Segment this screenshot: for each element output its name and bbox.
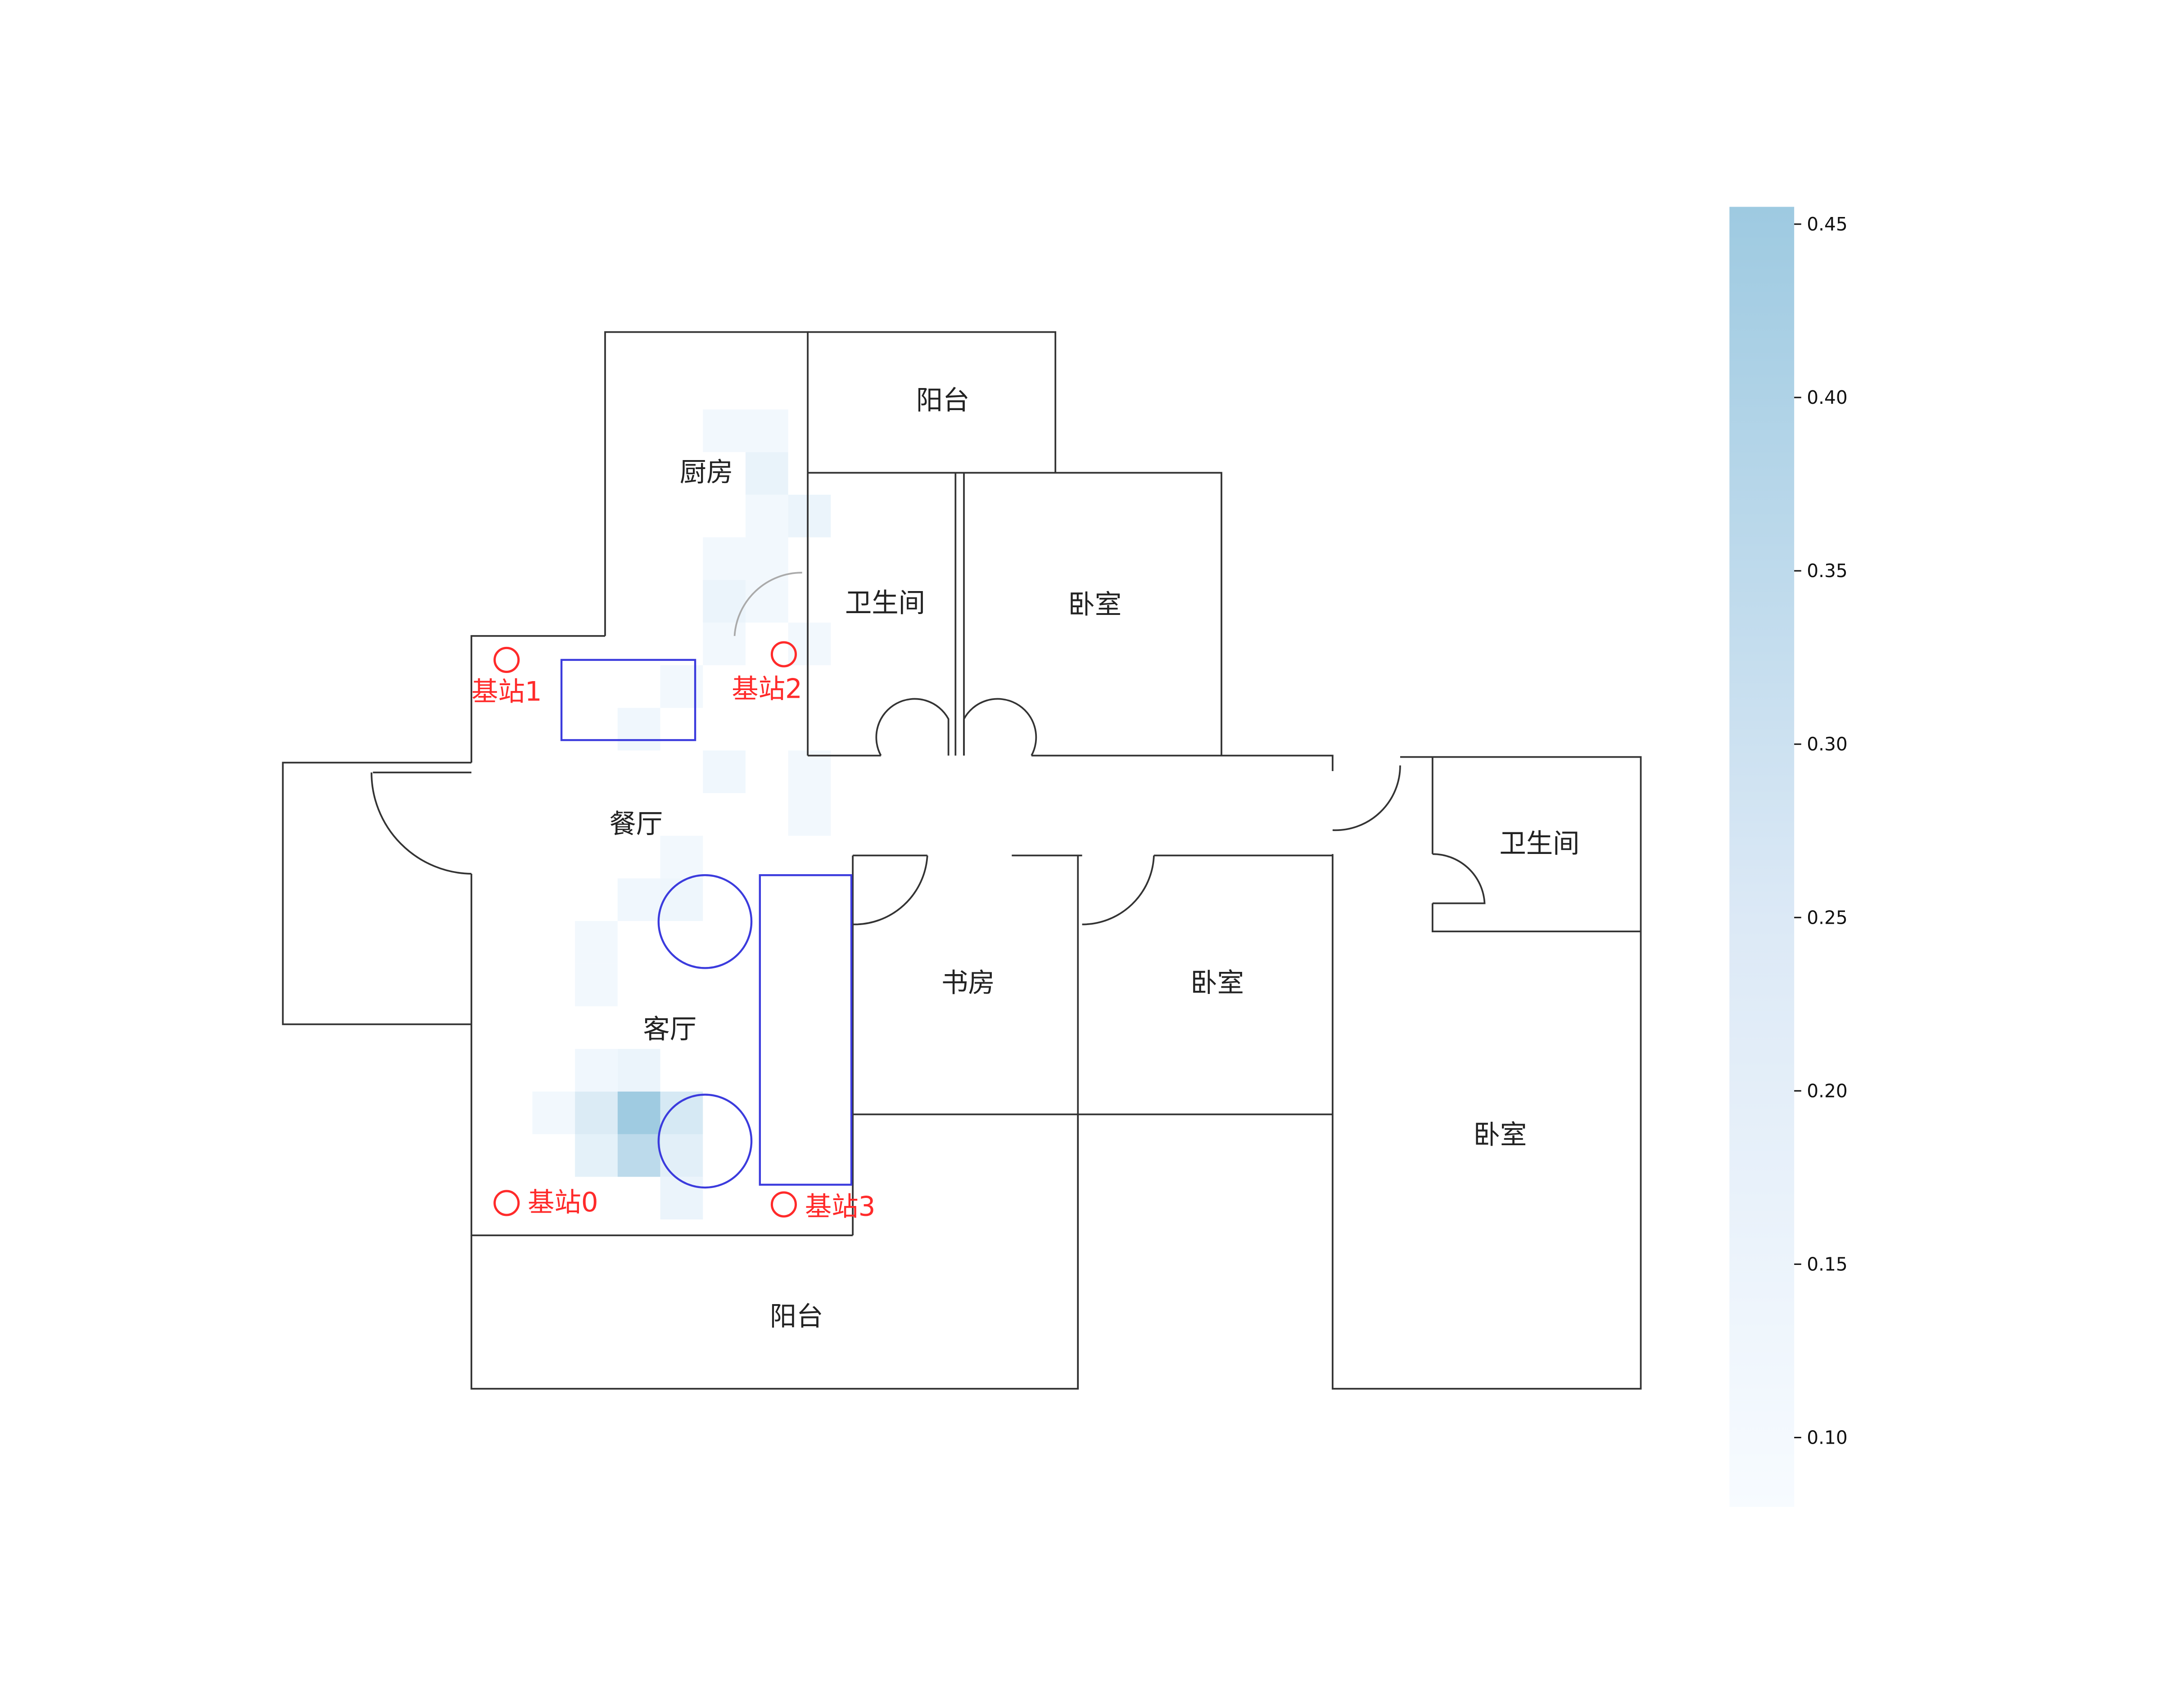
room-label-study: 书房 — [941, 968, 995, 999]
wall-bottom-balcony — [470, 1113, 1079, 1390]
heatmap-cell — [660, 1177, 703, 1219]
base-station-1: 基站1 — [471, 646, 542, 708]
heatmap-cell — [745, 494, 788, 537]
colorbar-tick-label: 0.25 — [1807, 907, 1847, 928]
base-station-1-label: 基站1 — [471, 677, 542, 708]
heatmap-cell — [617, 1091, 660, 1134]
room-label-living: 客厅 — [643, 1014, 696, 1045]
wall-entry-room — [282, 762, 472, 1025]
heatmap-cell — [617, 1049, 660, 1092]
heatmap-cell — [788, 750, 831, 793]
heatmap-cell — [532, 1091, 575, 1134]
base-station-3: 基站3 — [770, 1191, 876, 1223]
heatmap-cell — [617, 878, 660, 921]
room-label-bedroom-mid: 卧室 — [1190, 968, 1244, 999]
heatmap-cell — [745, 409, 788, 452]
room-label-dining: 餐厅 — [609, 808, 663, 840]
stool-upper — [657, 874, 753, 969]
heatmap-cell — [660, 835, 703, 879]
door-bedroom-top — [963, 698, 1037, 756]
heatmap-cell — [788, 494, 831, 537]
heatmap-cell — [745, 452, 788, 495]
room-label-balcony-bottom: 阳台 — [770, 1301, 823, 1332]
room-labels: 厨房 阳台 卫生间 卧室 餐厅 客厅 书房 卧室 卫生间 卧室 阳台 — [609, 385, 1579, 1332]
heatmap-cell — [617, 708, 660, 751]
colorbar-tick-label: 0.30 — [1807, 733, 1847, 755]
dining-table — [560, 659, 696, 741]
base-station-1-marker — [493, 646, 520, 673]
walls — [282, 331, 1642, 1390]
heatmap-cell — [660, 1134, 703, 1177]
door-right-bedroom — [1332, 765, 1401, 831]
colorbar-tick-label: 0.35 — [1807, 560, 1847, 582]
colorbar: 0.45 0.40 0.35 0.30 0.25 0.20 0.15 0.10 — [1729, 207, 1848, 1507]
door-study — [853, 855, 928, 926]
base-station-2-label: 基站2 — [732, 673, 802, 704]
base-station-2: 基站2 — [732, 641, 802, 704]
furniture — [560, 659, 853, 1189]
heatmap-cell — [745, 580, 788, 623]
room-label-kitchen: 厨房 — [680, 457, 733, 488]
door-bedroom-mid — [1082, 855, 1155, 926]
base-station-0-label: 基站0 — [528, 1187, 598, 1218]
base-station-2-marker — [770, 641, 797, 668]
wall-bath-bedroom-top — [808, 472, 1222, 756]
door-right-bath — [1432, 853, 1486, 904]
heatmap-cell — [575, 1091, 618, 1134]
wall-balcony-top — [808, 331, 1057, 473]
wall-middle-rooms — [852, 854, 1333, 1389]
colorbar-tick-label: 0.45 — [1807, 213, 1847, 235]
wall-kitchen — [604, 331, 809, 756]
base-station-3-marker — [770, 1191, 797, 1218]
heatmap-cell — [660, 665, 703, 708]
base-station-3-label: 基站3 — [805, 1192, 876, 1223]
heatmap-cell — [617, 1134, 660, 1177]
heatmap-cell — [788, 793, 831, 836]
heatmap-cell — [575, 1134, 618, 1177]
heatmap-cell — [745, 537, 788, 580]
doors — [371, 572, 1486, 926]
door-bath-top — [875, 698, 950, 756]
door-kitchen — [733, 572, 802, 636]
heatmap-cell — [703, 409, 746, 452]
colorbar-tick-label: 0.20 — [1807, 1080, 1847, 1102]
wall-right-bath — [1431, 757, 1641, 933]
colorbar-tick-label: 0.15 — [1807, 1253, 1847, 1275]
heatmap-cell — [660, 878, 703, 921]
heatmap-cell — [703, 537, 746, 580]
base-stations: 基站0 基站1 基站2 基站3 — [471, 641, 876, 1223]
stool-lower — [657, 1093, 753, 1189]
door-entry — [371, 772, 472, 875]
heatmap-cell — [575, 1049, 618, 1092]
colorbar-gradient — [1729, 207, 1795, 1507]
wall-top-corridor — [808, 754, 1642, 1390]
colorbar-ticks: 0.45 0.40 0.35 0.30 0.25 0.20 0.15 0.10 — [1794, 213, 1848, 1448]
room-label-bathroom-top: 卫生间 — [845, 588, 925, 619]
heatmap-cell — [660, 1091, 703, 1134]
heatmap-cell — [703, 750, 746, 793]
heatmap-cell — [703, 623, 746, 665]
colorbar-tick-label: 0.40 — [1807, 387, 1847, 408]
room-label-bathroom-right: 卫生间 — [1499, 828, 1579, 859]
room-label-bedroom-right: 卧室 — [1474, 1120, 1527, 1151]
base-station-0-marker — [493, 1190, 520, 1216]
base-station-0: 基站0 — [493, 1187, 598, 1218]
heatmap-cell — [575, 921, 618, 964]
heatmap-cell — [575, 963, 618, 1007]
room-label-balcony-top: 阳台 — [916, 385, 970, 416]
room-label-bedroom-top: 卧室 — [1068, 589, 1121, 620]
sofa — [759, 874, 853, 1186]
colorbar-tick-label: 0.10 — [1807, 1427, 1847, 1448]
wall-bath-divider — [954, 473, 965, 756]
signal-heatmap — [532, 409, 831, 1219]
